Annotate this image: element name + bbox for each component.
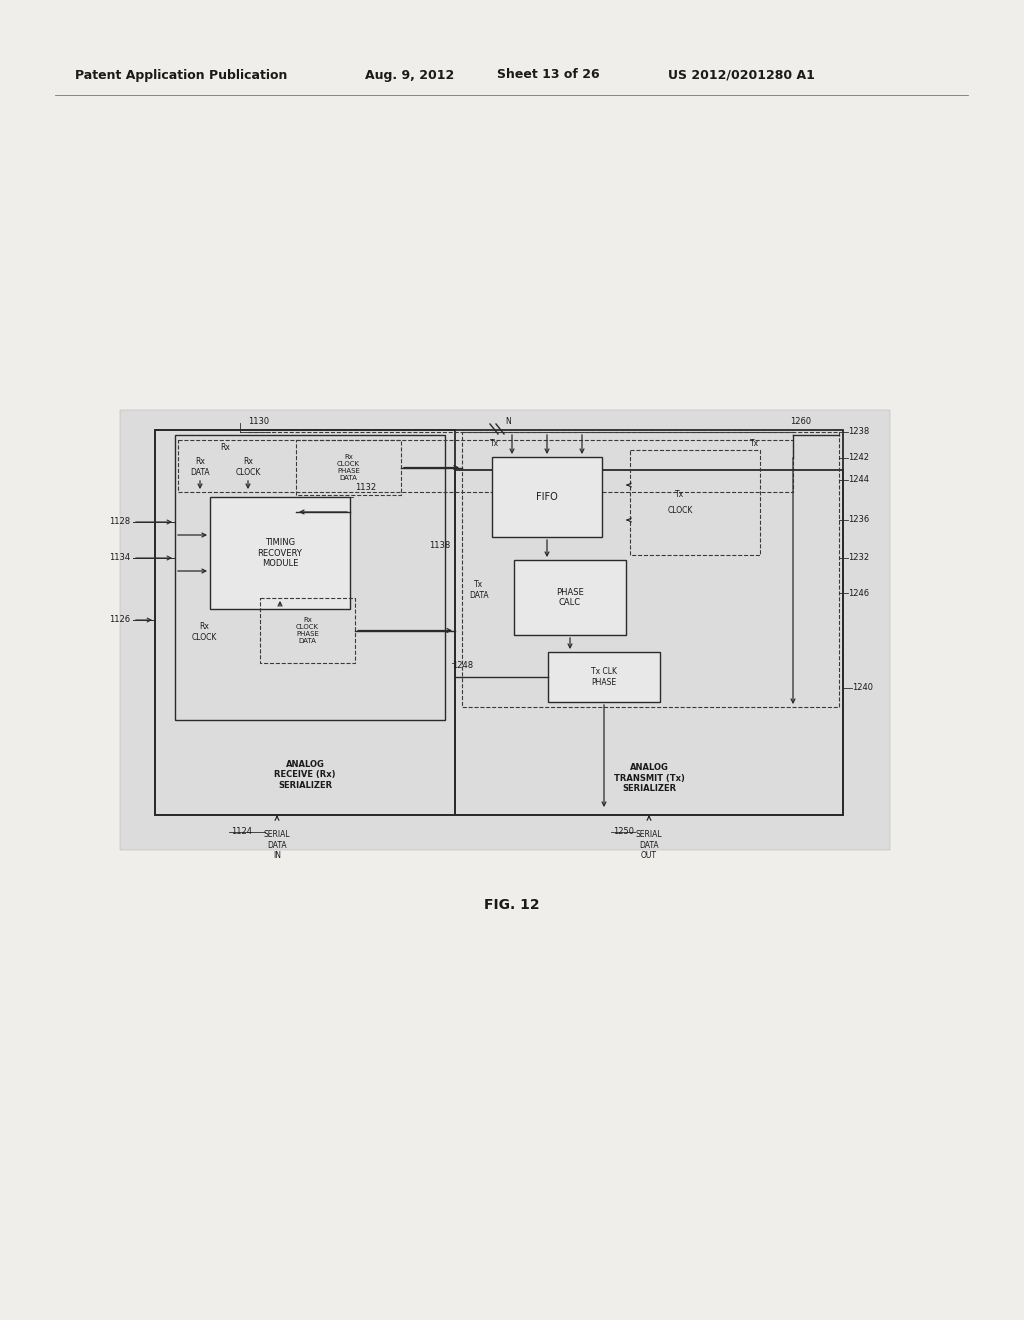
Text: N: N: [505, 417, 511, 426]
Bar: [175, 436, 445, 719]
Bar: [548, 652, 660, 702]
Text: Patent Application Publication: Patent Application Publication: [75, 69, 288, 82]
Text: 1248: 1248: [452, 660, 473, 669]
Text: 1244: 1244: [848, 475, 869, 484]
Text: SERIAL
DATA
IN: SERIAL DATA IN: [264, 830, 291, 859]
Bar: [210, 498, 350, 609]
Text: 1134: 1134: [109, 553, 130, 562]
Bar: [455, 470, 843, 814]
Text: Sheet 13 of 26: Sheet 13 of 26: [497, 69, 600, 82]
Bar: [155, 430, 843, 814]
Text: FIFO: FIFO: [537, 492, 558, 502]
Text: 1242: 1242: [848, 454, 869, 462]
Bar: [178, 440, 793, 492]
Bar: [155, 430, 455, 814]
Text: Rx
CLOCK
PHASE
DATA: Rx CLOCK PHASE DATA: [337, 454, 360, 480]
Text: Tx
DATA: Tx DATA: [469, 581, 488, 599]
Text: 1128: 1128: [109, 517, 130, 527]
Text: Rx
DATA: Rx DATA: [190, 457, 210, 477]
Text: 1260: 1260: [790, 417, 811, 426]
Bar: [260, 598, 355, 663]
Text: Aug. 9, 2012: Aug. 9, 2012: [365, 69, 455, 82]
Text: 1124: 1124: [231, 828, 252, 837]
Text: 1126: 1126: [109, 615, 130, 624]
Text: CLOCK: CLOCK: [668, 506, 692, 515]
Text: 1240: 1240: [852, 684, 873, 693]
Text: 1130: 1130: [248, 417, 269, 426]
Bar: [462, 432, 839, 708]
Bar: [120, 411, 890, 850]
Text: ANALOG
TRANSMIT (Tx)
SERIALIZER: ANALOG TRANSMIT (Tx) SERIALIZER: [613, 763, 684, 793]
Text: Rx
CLOCK: Rx CLOCK: [236, 457, 261, 477]
Text: Tx CLK
PHASE: Tx CLK PHASE: [591, 668, 617, 686]
Text: PHASE
CALC: PHASE CALC: [556, 587, 584, 607]
Text: Rx
CLOCK: Rx CLOCK: [191, 622, 217, 642]
Text: 1246: 1246: [848, 589, 869, 598]
Text: 1138: 1138: [429, 540, 450, 549]
Text: Tx: Tx: [490, 438, 499, 447]
Text: Tx: Tx: [750, 438, 759, 447]
Text: US 2012/0201280 A1: US 2012/0201280 A1: [668, 69, 815, 82]
Bar: [514, 560, 626, 635]
Text: Rx
CLOCK
PHASE
DATA: Rx CLOCK PHASE DATA: [296, 616, 319, 644]
Bar: [630, 450, 760, 554]
Text: ANALOG
RECEIVE (Rx)
SERIALIZER: ANALOG RECEIVE (Rx) SERIALIZER: [274, 760, 336, 789]
Bar: [492, 457, 602, 537]
Text: SERIAL
DATA
OUT: SERIAL DATA OUT: [636, 830, 663, 859]
Text: 1236: 1236: [848, 516, 869, 524]
Text: TIMING
RECOVERY
MODULE: TIMING RECOVERY MODULE: [258, 539, 302, 568]
Text: 1250: 1250: [613, 828, 634, 837]
Text: 1132: 1132: [355, 483, 376, 491]
Text: Rx: Rx: [220, 442, 229, 451]
Text: Tx: Tx: [676, 490, 685, 499]
Text: 1238: 1238: [848, 428, 869, 437]
Bar: [296, 440, 401, 495]
Text: 1232: 1232: [848, 553, 869, 562]
Text: FIG. 12: FIG. 12: [484, 898, 540, 912]
